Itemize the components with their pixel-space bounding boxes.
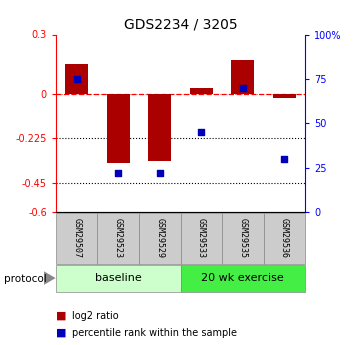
Text: ■: ■ [56, 328, 66, 338]
Point [157, 170, 162, 176]
Polygon shape [44, 271, 56, 285]
Bar [139, 213, 180, 264]
Text: GSM29535: GSM29535 [238, 218, 247, 258]
Text: GSM29536: GSM29536 [280, 218, 289, 258]
Bar [264, 213, 305, 264]
Bar [56, 213, 97, 264]
Text: GSM29523: GSM29523 [114, 218, 123, 258]
Point [199, 129, 204, 135]
Text: percentile rank within the sample: percentile rank within the sample [72, 328, 237, 338]
Point [240, 85, 245, 91]
Text: GSM29507: GSM29507 [72, 218, 81, 258]
Bar [190, 88, 213, 94]
Title: GDS2234 / 3205: GDS2234 / 3205 [124, 18, 237, 32]
Bar [273, 94, 296, 98]
Bar [180, 265, 305, 292]
Bar [222, 213, 264, 264]
Point [116, 170, 121, 176]
Text: 20 wk exercise: 20 wk exercise [201, 273, 284, 283]
Bar [231, 60, 254, 94]
Bar [148, 94, 171, 161]
Text: baseline: baseline [95, 273, 142, 283]
Bar [107, 94, 130, 163]
Text: protocol: protocol [4, 274, 46, 284]
Text: GSM29533: GSM29533 [197, 218, 206, 258]
Text: log2 ratio: log2 ratio [72, 311, 119, 321]
Point [74, 76, 80, 82]
Bar [65, 64, 88, 94]
Bar [180, 213, 222, 264]
Text: ■: ■ [56, 311, 66, 321]
Bar [56, 265, 180, 292]
Point [282, 156, 287, 161]
Text: GSM29529: GSM29529 [155, 218, 164, 258]
Bar [97, 213, 139, 264]
